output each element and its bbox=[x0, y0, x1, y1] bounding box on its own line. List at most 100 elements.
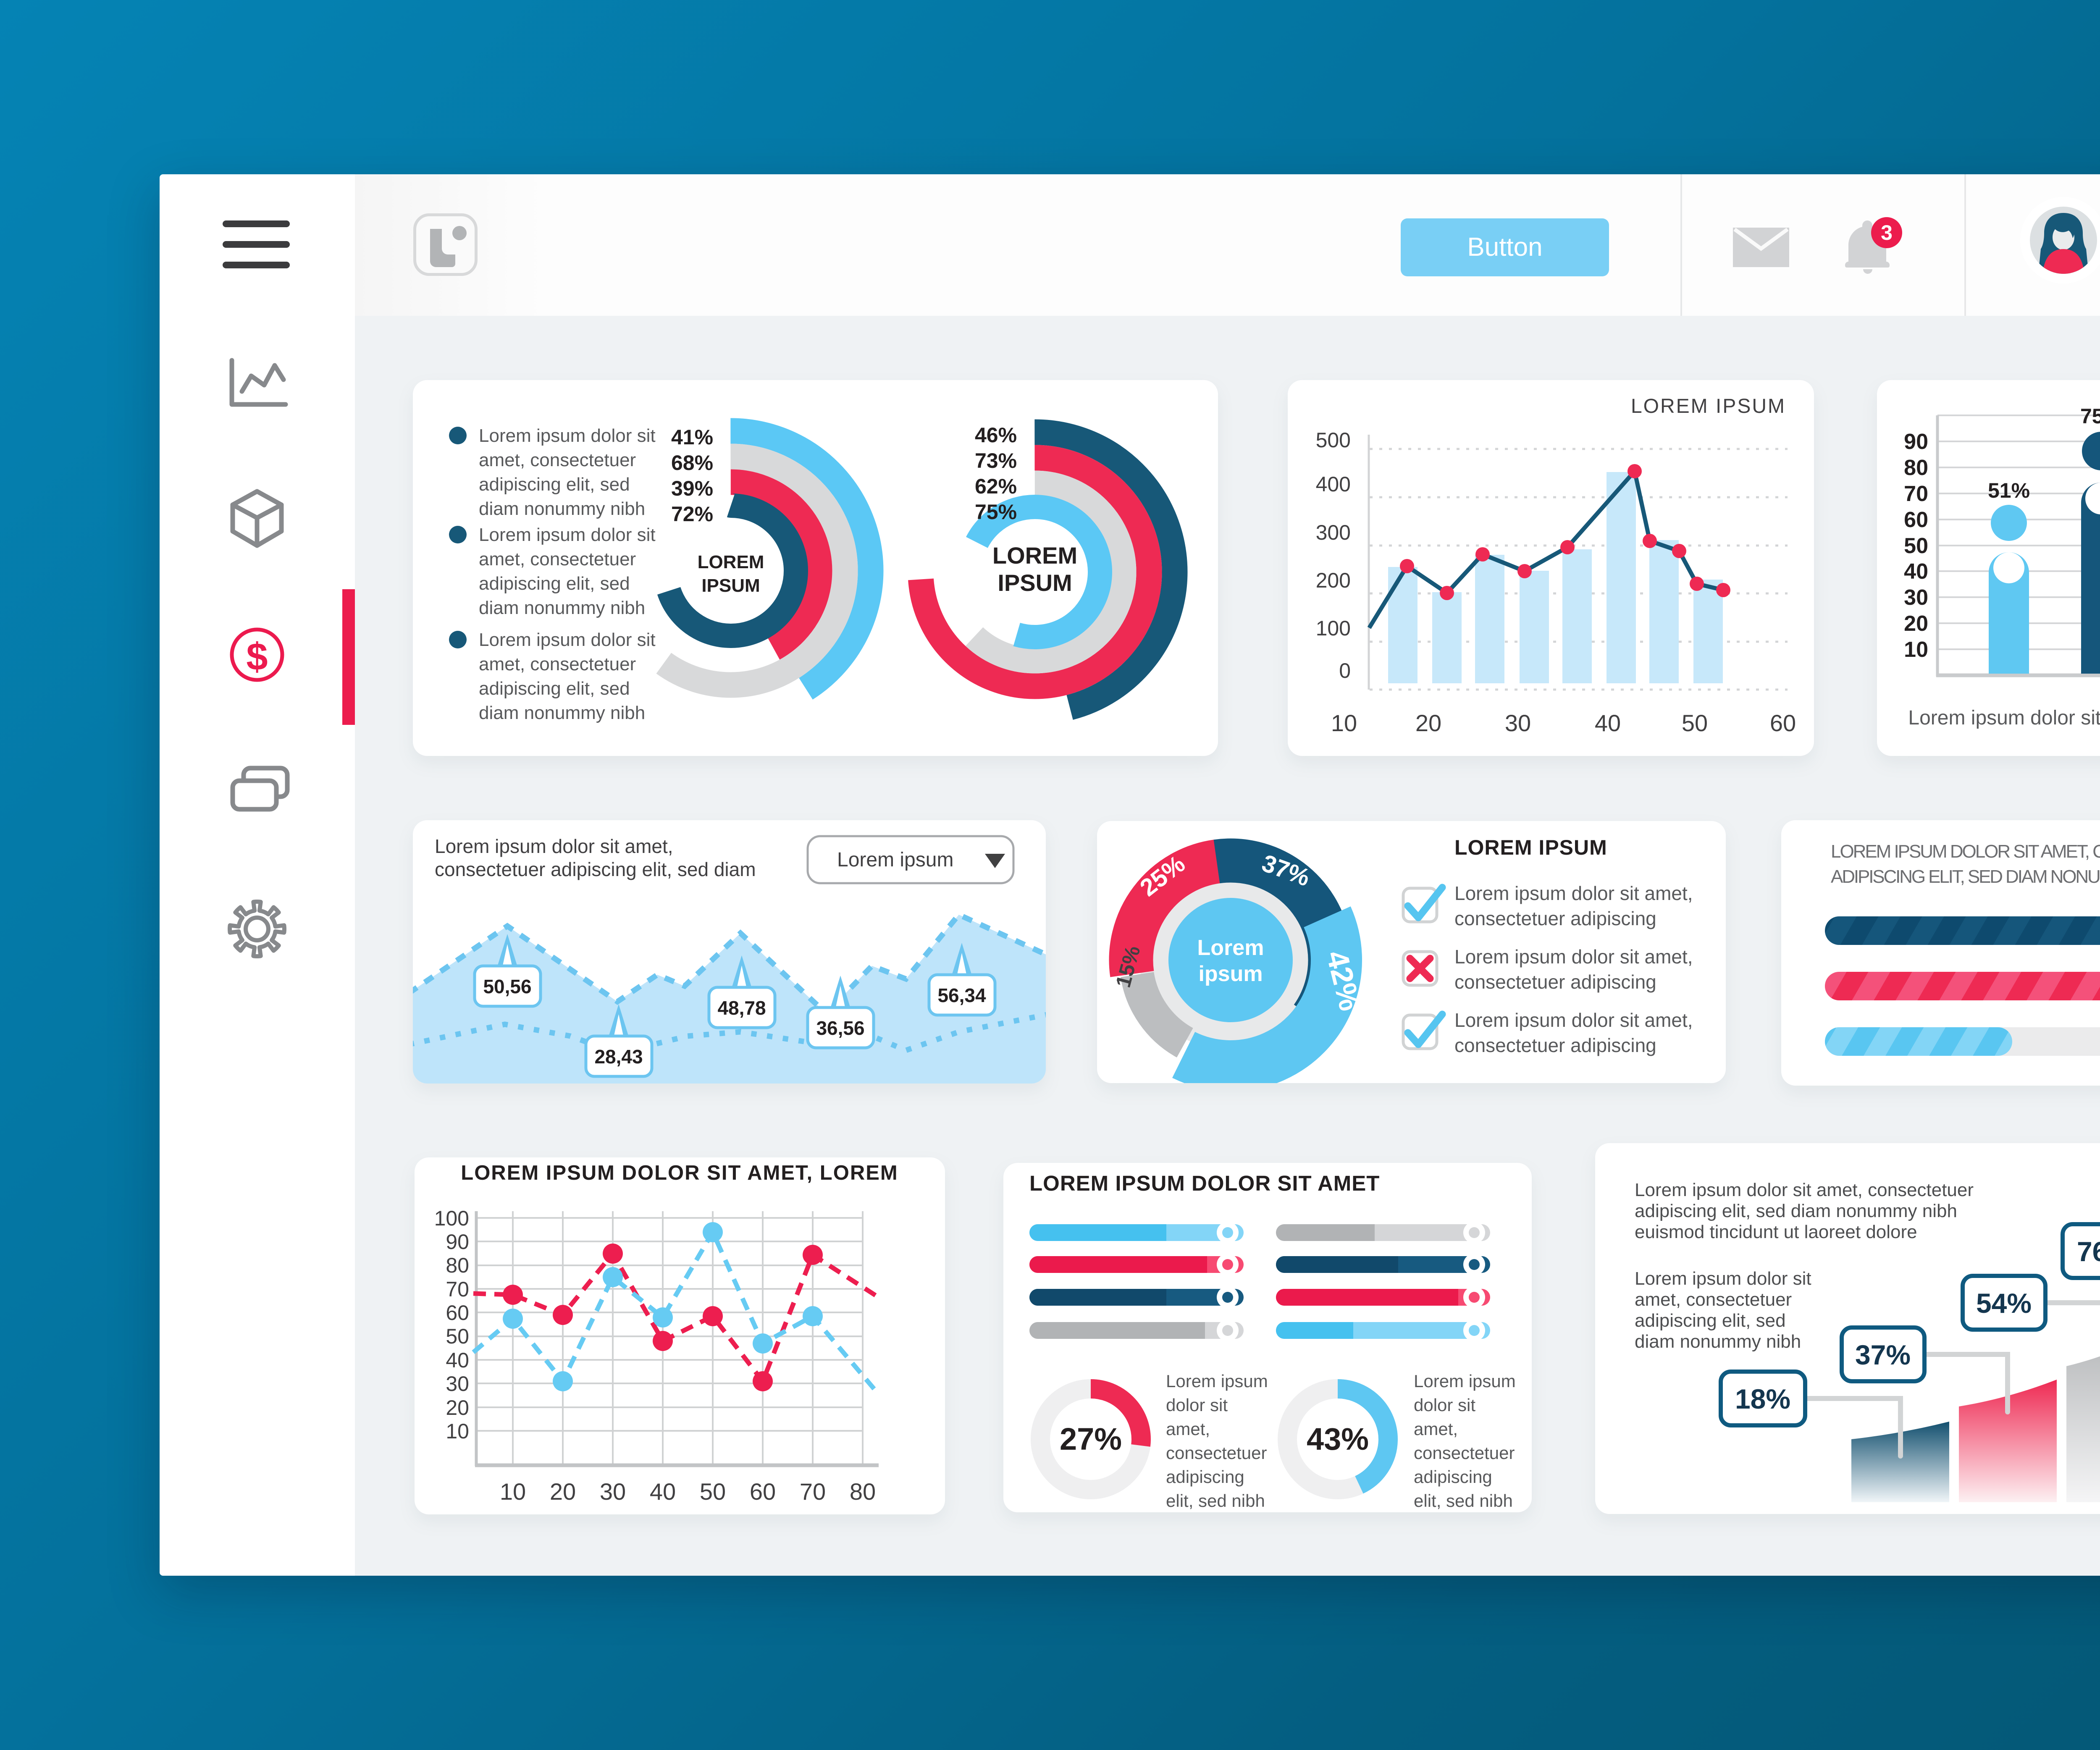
svg-text:dolor sit: dolor sit bbox=[1166, 1395, 1228, 1415]
svg-text:diam nonummy nibh: diam nonummy nibh bbox=[479, 499, 645, 519]
svg-text:60: 60 bbox=[446, 1301, 469, 1325]
svg-text:0: 0 bbox=[1339, 659, 1351, 682]
svg-text:Lorem ipsum dolor sit: Lorem ipsum dolor sit bbox=[1635, 1268, 1811, 1289]
svg-text:Lorem ipsum dolor sit amet, co: Lorem ipsum dolor sit amet, consectetuer bbox=[1635, 1180, 1974, 1200]
svg-text:amet, consectetuer: amet, consectetuer bbox=[479, 549, 636, 569]
svg-text:40: 40 bbox=[1595, 710, 1621, 736]
svg-text:adipiscing elit, sed: adipiscing elit, sed bbox=[479, 573, 630, 594]
svg-text:70: 70 bbox=[800, 1478, 826, 1505]
svg-text:amet, consectetuer: amet, consectetuer bbox=[479, 450, 636, 470]
svg-text:3: 3 bbox=[1881, 221, 1893, 244]
svg-text:adipiscing elit, sed: adipiscing elit, sed bbox=[1635, 1310, 1786, 1331]
svg-text:20: 20 bbox=[1904, 611, 1928, 636]
svg-text:consectetuer adipiscing: consectetuer adipiscing bbox=[1454, 908, 1656, 929]
svg-text:60: 60 bbox=[1770, 710, 1796, 736]
svg-text:100: 100 bbox=[434, 1207, 469, 1230]
svg-text:73%: 73% bbox=[975, 449, 1017, 472]
svg-text:elit, sed nibh: elit, sed nibh bbox=[1166, 1491, 1265, 1511]
svg-text:100: 100 bbox=[1316, 617, 1351, 640]
svg-text:diam nonummy nibh: diam nonummy nibh bbox=[479, 598, 645, 618]
svg-text:20: 20 bbox=[446, 1396, 469, 1419]
svg-text:Lorem: Lorem bbox=[1197, 936, 1264, 960]
svg-text:37%: 37% bbox=[1855, 1339, 1911, 1370]
svg-text:500: 500 bbox=[1316, 428, 1351, 452]
svg-text:consectetuer: consectetuer bbox=[1166, 1443, 1267, 1463]
svg-text:40: 40 bbox=[1904, 559, 1928, 584]
svg-text:consectetuer: consectetuer bbox=[1414, 1443, 1515, 1463]
svg-text:LOREM IPSUM DOLOR SIT AMET, LO: LOREM IPSUM DOLOR SIT AMET, LOREM bbox=[461, 1162, 898, 1184]
svg-text:adipiscing elit, sed: adipiscing elit, sed bbox=[479, 474, 630, 495]
svg-text:euismod tincidunt ut laoreet d: euismod tincidunt ut laoreet dolore bbox=[1635, 1222, 1917, 1242]
svg-text:Lorem ipsum dolor sit: Lorem ipsum dolor sit bbox=[479, 525, 656, 545]
svg-text:LOREM: LOREM bbox=[698, 552, 764, 572]
svg-text:75%: 75% bbox=[975, 500, 1017, 524]
svg-text:consectetuer adipiscing elit,: consectetuer adipiscing elit, sed diam bbox=[435, 858, 756, 880]
svg-text:LOREM IPSUM DOLOR SIT AMET: LOREM IPSUM DOLOR SIT AMET bbox=[1029, 1171, 1380, 1195]
svg-text:90: 90 bbox=[1904, 430, 1928, 454]
svg-text:300: 300 bbox=[1316, 521, 1351, 544]
svg-text:adipiscing elit, sed: adipiscing elit, sed bbox=[479, 678, 630, 699]
svg-text:diam nonummy nibh: diam nonummy nibh bbox=[1635, 1331, 1801, 1352]
svg-text:Lorem ipsum dolor sit amet,: Lorem ipsum dolor sit amet, bbox=[1454, 1009, 1693, 1031]
svg-text:consectetuer adipiscing: consectetuer adipiscing bbox=[1454, 971, 1656, 993]
svg-text:10: 10 bbox=[1904, 638, 1928, 662]
svg-text:LOREM: LOREM bbox=[992, 542, 1077, 569]
svg-text:50: 50 bbox=[446, 1325, 469, 1348]
svg-text:50,56: 50,56 bbox=[483, 976, 531, 997]
svg-text:80: 80 bbox=[850, 1478, 876, 1505]
svg-text:Lorem ipsum dolor sit: Lorem ipsum dolor sit bbox=[479, 630, 656, 650]
svg-text:20: 20 bbox=[1415, 710, 1441, 736]
svg-text:ipsum: ipsum bbox=[1198, 962, 1263, 986]
svg-text:LOREM IPSUM: LOREM IPSUM bbox=[1454, 836, 1607, 859]
svg-text:10: 10 bbox=[446, 1419, 469, 1443]
svg-text:Lorem ipsum dolor sit amet,: Lorem ipsum dolor sit amet, bbox=[435, 835, 673, 857]
svg-text:48,78: 48,78 bbox=[717, 997, 766, 1019]
svg-text:39%: 39% bbox=[671, 477, 713, 500]
svg-text:amet, consectetuer: amet, consectetuer bbox=[1635, 1289, 1792, 1310]
svg-text:60: 60 bbox=[750, 1478, 776, 1505]
svg-text:10: 10 bbox=[1331, 710, 1357, 736]
svg-text:IPSUM: IPSUM bbox=[701, 575, 760, 596]
svg-text:51%: 51% bbox=[1988, 479, 2030, 502]
svg-text:50: 50 bbox=[1904, 534, 1928, 558]
svg-text:50: 50 bbox=[1682, 710, 1708, 736]
svg-text:400: 400 bbox=[1316, 472, 1351, 496]
svg-text:72%: 72% bbox=[671, 502, 713, 526]
svg-text:adipiscing elit, sed diam nonu: adipiscing elit, sed diam nonummy nibh bbox=[1635, 1201, 1957, 1221]
svg-text:46%: 46% bbox=[975, 423, 1017, 447]
svg-text:consectetuer adipiscing: consectetuer adipiscing bbox=[1454, 1034, 1656, 1056]
svg-text:30: 30 bbox=[600, 1478, 626, 1505]
svg-text:diam nonummy nibh: diam nonummy nibh bbox=[479, 703, 645, 723]
svg-text:30: 30 bbox=[446, 1372, 469, 1396]
svg-text:75%: 75% bbox=[2080, 404, 2100, 428]
svg-text:40: 40 bbox=[650, 1478, 676, 1505]
svg-text:62%: 62% bbox=[975, 475, 1017, 498]
svg-text:90: 90 bbox=[446, 1230, 469, 1254]
svg-text:70: 70 bbox=[446, 1278, 469, 1301]
svg-text:28,43: 28,43 bbox=[594, 1046, 643, 1068]
svg-text:20: 20 bbox=[550, 1478, 576, 1505]
svg-text:30: 30 bbox=[1904, 585, 1928, 610]
svg-text:LOREM IPSUM DOLOR SIT AMET, CO: LOREM IPSUM DOLOR SIT AMET, CONSECTETUER bbox=[1831, 841, 2100, 862]
svg-text:54%: 54% bbox=[1976, 1288, 2032, 1319]
svg-text:76%: 76% bbox=[2077, 1236, 2100, 1267]
svg-text:elit, sed nibh: elit, sed nibh bbox=[1414, 1491, 1513, 1511]
svg-text:30: 30 bbox=[1505, 710, 1531, 736]
svg-text:27%: 27% bbox=[1060, 1422, 1122, 1456]
svg-text:amet,: amet, bbox=[1166, 1419, 1210, 1439]
svg-text:Lorem ipsum dolor sit amet,: Lorem ipsum dolor sit amet, bbox=[1454, 882, 1693, 904]
svg-text:LOREM IPSUM: LOREM IPSUM bbox=[1631, 395, 1786, 417]
svg-text:Lorem ipsum dolor sit amet, co: Lorem ipsum dolor sit amet, consectetuer… bbox=[1908, 707, 2100, 729]
svg-text:36,56: 36,56 bbox=[816, 1017, 864, 1039]
svg-text:Lorem ipsum: Lorem ipsum bbox=[1414, 1371, 1516, 1391]
svg-text:56,34: 56,34 bbox=[937, 984, 986, 1006]
svg-text:10: 10 bbox=[500, 1478, 526, 1505]
svg-text:40: 40 bbox=[446, 1349, 469, 1372]
svg-text:IPSUM: IPSUM bbox=[998, 569, 1072, 596]
svg-text:43%: 43% bbox=[1307, 1422, 1369, 1456]
svg-text:60: 60 bbox=[1904, 508, 1928, 532]
svg-text:$: $ bbox=[246, 635, 268, 678]
svg-text:Lorem ipsum dolor sit amet,: Lorem ipsum dolor sit amet, bbox=[1454, 946, 1693, 968]
svg-text:Lorem ipsum: Lorem ipsum bbox=[1166, 1371, 1268, 1391]
svg-text:dolor sit: dolor sit bbox=[1414, 1395, 1475, 1415]
